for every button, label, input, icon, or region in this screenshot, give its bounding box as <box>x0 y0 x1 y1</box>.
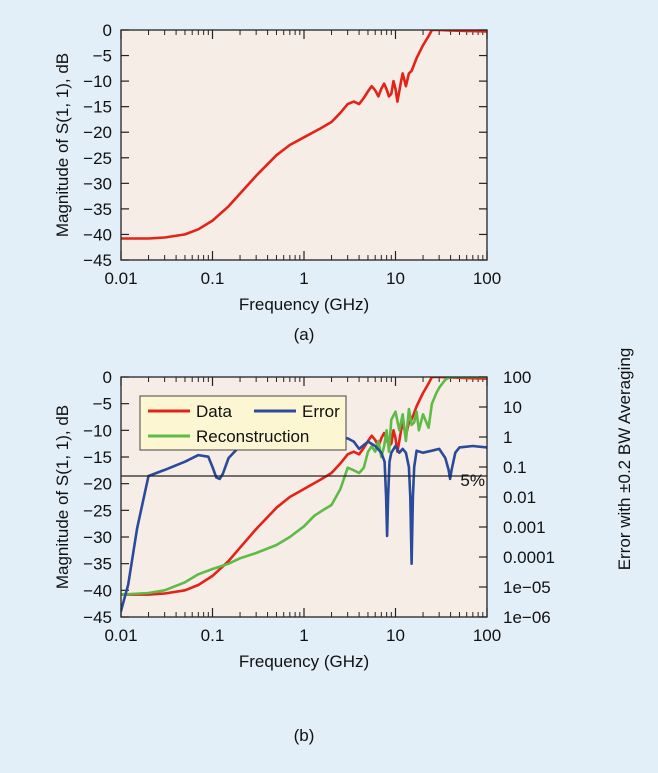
y-tick-label: −10 <box>83 72 112 91</box>
x-tick-label: 10 <box>386 626 405 645</box>
x-tick-label: 1 <box>299 269 308 288</box>
series-line-data <box>121 30 487 240</box>
y-tick-label: 0 <box>103 21 112 40</box>
y-tick-label: −10 <box>83 421 112 440</box>
y-tick-label: −30 <box>83 174 112 193</box>
legend-box <box>139 395 347 451</box>
legend-label-data: Data <box>196 402 232 421</box>
y-tick-label: −35 <box>83 200 112 219</box>
y-tick-label: −5 <box>93 395 112 414</box>
series-line-reconstruction <box>121 377 487 596</box>
y-axis-label: Magnitude of S(1, 1), dB <box>53 405 72 589</box>
y-tick-label: −45 <box>83 608 112 627</box>
x-tick-label: 100 <box>473 269 501 288</box>
plot-area <box>121 30 487 260</box>
reference-line-label: 5% <box>460 471 485 490</box>
x-tick-label: 100 <box>473 626 501 645</box>
x-tick-label: 0.1 <box>201 269 225 288</box>
y-tick-label: −35 <box>83 555 112 574</box>
chart-b: 0.01 0.1 1 10 100 0 −5 −10 −15 −20 −25 −30 −35 −40 −45… <box>53 348 634 745</box>
y2-tick-label: 10 <box>503 398 522 417</box>
y2-tick-label: 1 <box>503 428 512 447</box>
y-tick-label: −15 <box>83 448 112 467</box>
y-tick-label: −45 <box>83 251 112 270</box>
x-tick-label: 0.1 <box>201 626 225 645</box>
y2-tick-label: 0.1 <box>503 458 527 477</box>
y-tick-label: 0 <box>103 368 112 387</box>
x-tick-label: 0.01 <box>104 269 137 288</box>
y2-tick-label: 0.01 <box>503 488 536 507</box>
panel-label: (a) <box>294 325 315 344</box>
y2-tick-label: 1e−05 <box>503 578 551 597</box>
y2-axis-label: Error with ±0.2 BW Averaging <box>615 348 634 571</box>
x-tick-label: 0.01 <box>104 626 137 645</box>
y-tick-label: −5 <box>93 47 112 66</box>
y2-tick-label: 0.001 <box>503 518 546 537</box>
y-tick-label: −30 <box>83 528 112 547</box>
y-tick-label: −25 <box>83 149 112 168</box>
y2-tick-label: 1e−06 <box>503 608 551 627</box>
y-tick-label: −40 <box>83 225 112 244</box>
series-line-error <box>121 435 487 613</box>
legend-label-error: Error <box>302 402 340 421</box>
x-tick-label: 10 <box>386 269 405 288</box>
y-tick-label: −20 <box>83 123 112 142</box>
panel-label: (b) <box>294 726 315 745</box>
plot-frame <box>120 29 488 261</box>
y-axis-label: Magnitude of S(1, 1), dB <box>53 53 72 237</box>
plot-frame <box>120 376 488 618</box>
x-tick-label: 1 <box>299 626 308 645</box>
legend: Data Error Reconstruction <box>139 395 347 451</box>
chart-a: 0.01 0.1 1 10 100 0 −5 −10 −15 −20 −25 −30 −35 −40 −45… <box>53 21 501 344</box>
y-tick-label: −15 <box>83 98 112 117</box>
y2-tick-label: 100 <box>503 368 531 387</box>
x-axis-label: Frequency (GHz) <box>239 295 369 314</box>
x-axis-label: Frequency (GHz) <box>239 652 369 671</box>
y-tick-label: −40 <box>83 581 112 600</box>
y2-tick-label: 0.0001 <box>503 548 555 567</box>
y-tick-label: −20 <box>83 475 112 494</box>
legend-label-reconstruction: Reconstruction <box>196 427 309 446</box>
y-tick-label: −25 <box>83 501 112 520</box>
